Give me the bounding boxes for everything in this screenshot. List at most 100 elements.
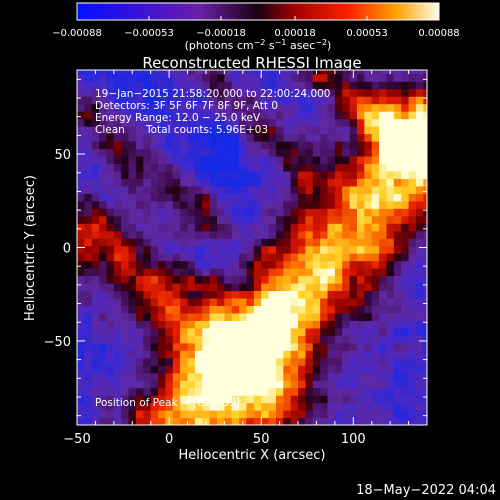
heatmap-cell (99, 178, 108, 187)
heatmap-cell (150, 357, 159, 366)
heatmap-cell (239, 410, 248, 419)
heatmap-cell (121, 111, 130, 120)
heatmap-cell (224, 238, 233, 247)
heatmap-cell (217, 81, 225, 90)
heatmap-cell (91, 208, 100, 217)
heatmap-cell (209, 148, 218, 157)
heatmap-cell (165, 350, 174, 359)
heatmap-cell (379, 126, 388, 135)
heatmap-cell (275, 350, 284, 359)
colorbar: −0.00088 −0.00053 −0.00018 0.00018 0.00053 0.… (52, 2, 460, 52)
heatmap-cell (379, 342, 388, 351)
heatmap-cell (194, 155, 203, 165)
heatmap-cell (165, 223, 174, 232)
heatmap-cell (106, 170, 115, 179)
heatmap-cell (312, 208, 321, 217)
heatmap-cell (364, 118, 373, 127)
heatmap-cell (172, 357, 181, 366)
heatmap-cell (231, 88, 240, 97)
heatmap-cell (342, 283, 351, 292)
heatmap-cell (113, 111, 122, 120)
heatmap-cell (180, 118, 189, 127)
heatmap-cell (150, 133, 159, 142)
heatmap-cell (180, 283, 189, 292)
heatmap-cell (143, 410, 152, 419)
heatmap-cell (128, 230, 137, 239)
heatmap-cell (408, 245, 417, 254)
heatmap-cell (290, 103, 299, 112)
heatmap-cell (217, 223, 225, 232)
heatmap-cell (342, 238, 351, 247)
heatmap-cell (379, 223, 388, 232)
heatmap-cell (423, 342, 427, 351)
heatmap-cell (91, 410, 100, 419)
heatmap-cell (231, 297, 240, 307)
heatmap-cell (423, 170, 427, 179)
x-tick-label: 100 (341, 432, 366, 447)
heatmap-cell (408, 395, 417, 404)
heatmap-cell (165, 312, 174, 321)
heatmap-cell (268, 365, 277, 374)
heatmap-cell (290, 193, 299, 202)
heatmap-cell (217, 342, 225, 351)
heatmap-cell (312, 305, 321, 314)
heatmap-cell (379, 268, 388, 277)
heatmap-cell (371, 148, 380, 157)
heatmap-cell (312, 230, 321, 239)
heatmap-cell (239, 402, 248, 411)
heatmap-cell (209, 320, 218, 329)
heatmap-cell (135, 163, 144, 172)
heatmap-cell (371, 395, 380, 404)
heatmap-cell (180, 148, 189, 157)
heatmap-cell (180, 275, 189, 284)
heatmap-cell (209, 230, 218, 239)
heatmap-cell (283, 70, 292, 75)
heatmap-cell (172, 88, 181, 97)
heatmap-cell (143, 96, 152, 105)
heatmap-cell (165, 275, 174, 284)
heatmap-cells (77, 70, 427, 425)
heatmap-cell (121, 238, 130, 247)
heatmap-cell (305, 312, 314, 321)
heatmap-cell (180, 342, 189, 351)
heatmap-cell (99, 208, 108, 217)
heatmap-cell (423, 305, 427, 314)
heatmap-cell (150, 305, 159, 314)
heatmap-cell (150, 126, 159, 135)
heatmap-cell (305, 380, 314, 389)
heatmap-cell (371, 365, 380, 374)
heatmap-cell (342, 118, 351, 127)
heatmap-cell (415, 342, 424, 351)
heatmap-cell (253, 200, 262, 209)
heatmap-cell (327, 320, 336, 329)
heatmap-cell (393, 70, 402, 75)
heatmap-cell (327, 253, 336, 262)
heatmap-cell (180, 170, 189, 179)
heatmap-cell (379, 193, 388, 202)
heatmap-cell (106, 223, 115, 232)
heatmap-cell (77, 357, 85, 366)
heatmap-cell (386, 88, 395, 97)
heatmap-cell (305, 148, 314, 157)
heatmap-cell (143, 372, 152, 381)
heatmap-cell (423, 365, 427, 374)
heatmap-cell (231, 230, 240, 239)
heatmap-cell (194, 185, 203, 194)
heatmap-cell (320, 111, 329, 120)
heatmap-cell (158, 230, 167, 239)
heatmap-cell (261, 320, 270, 329)
heatmap-cell (246, 357, 255, 366)
heatmap-cell (379, 245, 388, 254)
heatmap-cell (113, 372, 122, 381)
heatmap-cell (386, 141, 395, 150)
heatmap-cell (187, 81, 196, 90)
heatmap-cell (224, 327, 233, 336)
heatmap-cell (364, 73, 373, 82)
heatmap-cell (128, 193, 137, 202)
heatmap-cell (172, 350, 181, 359)
heatmap-cell (357, 305, 365, 314)
heatmap-cell (312, 350, 321, 359)
heatmap-cell (113, 395, 122, 404)
heatmap-cell (91, 283, 100, 292)
heatmap-cell (379, 305, 388, 314)
